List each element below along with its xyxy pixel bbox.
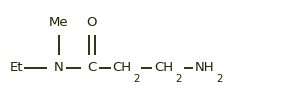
Text: C: C — [87, 61, 96, 74]
Text: NH: NH — [195, 61, 215, 74]
Text: 2: 2 — [133, 74, 140, 84]
Text: O: O — [87, 16, 97, 29]
Text: CH: CH — [112, 61, 132, 74]
Text: 2: 2 — [216, 74, 222, 84]
Text: Me: Me — [49, 16, 69, 29]
Text: Et: Et — [10, 61, 23, 74]
Text: 2: 2 — [175, 74, 182, 84]
Text: N: N — [54, 61, 64, 74]
Text: CH: CH — [154, 61, 174, 74]
